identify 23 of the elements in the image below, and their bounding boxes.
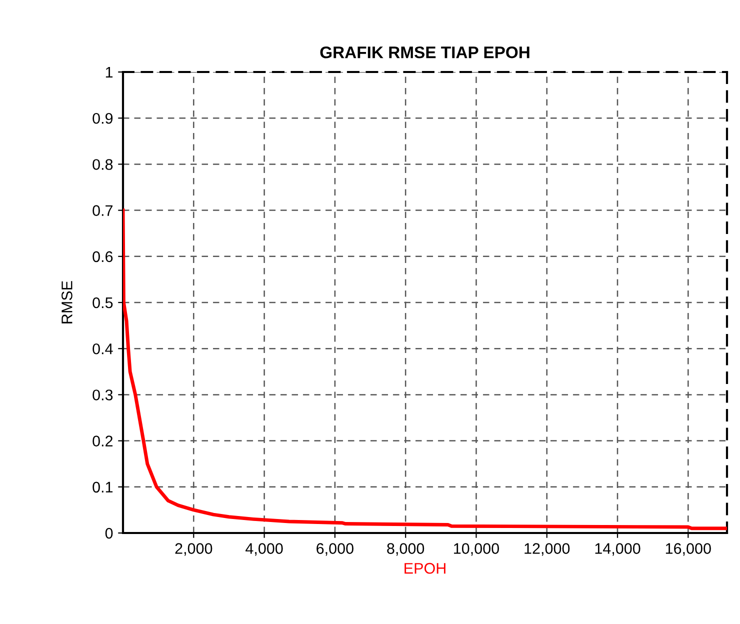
x-tick-label: 8,000 bbox=[387, 543, 424, 556]
y-tick-label: 0.3 bbox=[92, 390, 113, 400]
line-series bbox=[123, 208, 727, 530]
y-tick-label: 0.4 bbox=[92, 343, 113, 354]
y-tick-label: 1 bbox=[106, 67, 113, 78]
y-axis-title: RMSE bbox=[62, 281, 72, 324]
y-tick-label: 0.5 bbox=[92, 297, 113, 308]
x-tick-label: 6,000 bbox=[316, 543, 354, 556]
y-tick-label: 0.2 bbox=[92, 436, 113, 446]
x-tick-label: 14,000 bbox=[595, 543, 640, 556]
x-axis-title: EPOH bbox=[404, 562, 446, 574]
y-tick-label: 0.9 bbox=[92, 112, 113, 124]
y-tick-label: 0.1 bbox=[92, 482, 113, 493]
x-tick-label: 12,000 bbox=[524, 543, 570, 556]
x-tick-label: 4,000 bbox=[246, 543, 283, 556]
y-tick-label: 0 bbox=[105, 528, 113, 539]
x-tick-label: 10,000 bbox=[454, 543, 499, 556]
chart-title: GRAFIK RMSE TIAP EPOH bbox=[320, 46, 530, 58]
y-tick-label: 0.8 bbox=[92, 159, 113, 170]
y-tick-label: 0.6 bbox=[92, 251, 113, 262]
y-tick-label: 0.7 bbox=[92, 205, 113, 216]
x-tick-label: 2,000 bbox=[175, 543, 212, 556]
x-tick-label: 16,000 bbox=[666, 543, 711, 556]
